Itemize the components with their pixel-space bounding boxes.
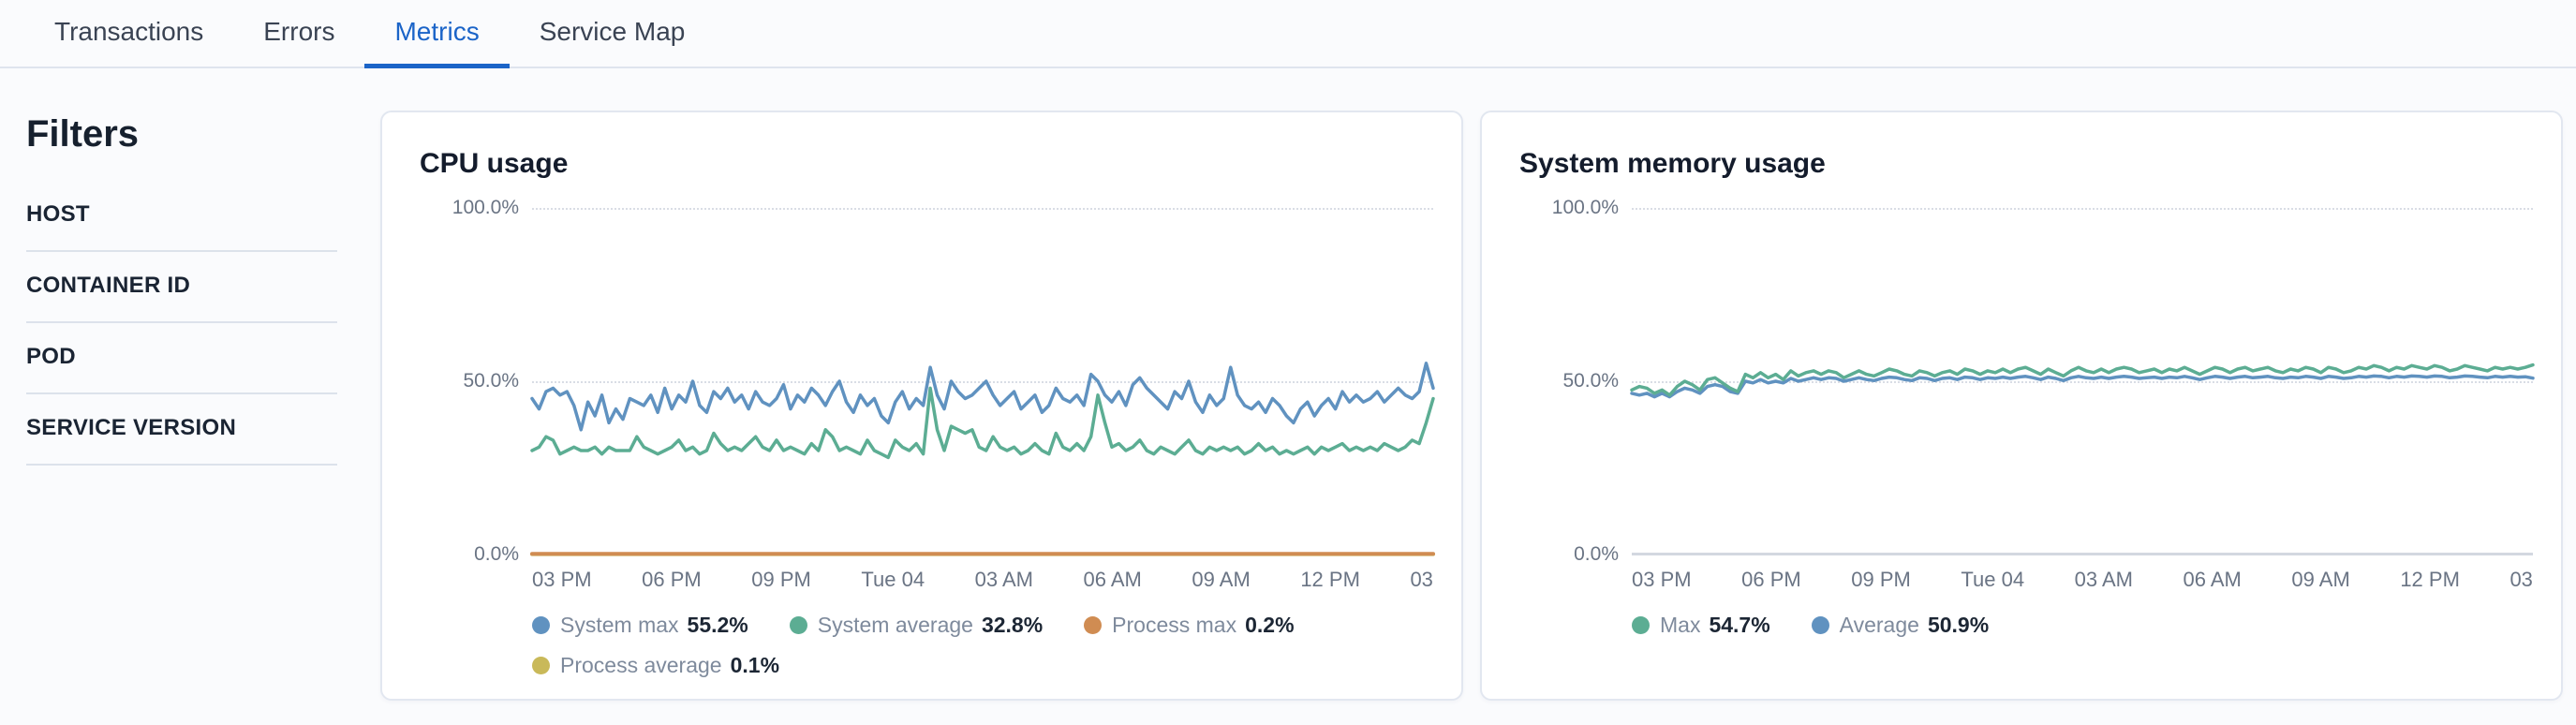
memory-y-axis: 100.0% 50.0% 0.0% [1519, 197, 1632, 565]
legend-label: System average [817, 613, 973, 637]
memory-xtick: 03 PM [1632, 568, 1692, 591]
cpu-ytick-50: 50.0% [463, 370, 519, 392]
memory-ytick-0: 0.0% [1574, 543, 1619, 565]
system-memory-usage-title: System memory usage [1519, 148, 1826, 179]
filter-label-host: HOST [26, 201, 90, 227]
filter-label-container-id: CONTAINER ID [26, 273, 191, 298]
legend-value: 54.7% [1709, 613, 1770, 637]
tab-service-map[interactable]: Service Map [539, 17, 686, 46]
legend-value: 0.1% [730, 653, 780, 677]
memory-xtick: Tue 04 [1961, 568, 2025, 591]
charts-area: CPU usage 100.0% 50.0% 0.0% 03 PM 06 PM … [337, 68, 2576, 723]
cpu-xtick: 12 PM [1300, 568, 1360, 591]
page-content: Filters HOST CONTAINER ID POD SERVICE VE… [0, 68, 2576, 723]
cpu-x-axis: 03 PM 06 PM 09 PM Tue 04 03 AM 06 AM 09 … [532, 555, 1433, 592]
cpu-xtick: 09 PM [751, 568, 811, 591]
legend-item-system-max[interactable]: System max 55.2% [532, 613, 748, 638]
tab-bar: Transactions Errors Metrics Service Map [0, 0, 2576, 68]
filter-label-pod: POD [26, 344, 76, 369]
legend-value: 32.8% [981, 613, 1044, 637]
process-average-dot-icon [532, 657, 550, 674]
legend-value: 0.2% [1245, 613, 1295, 637]
memory-plot-area[interactable] [1632, 208, 2533, 555]
memory-ytick-50: 50.0% [1562, 370, 1619, 392]
filter-label-service-version: SERVICE VERSION [26, 415, 237, 440]
average-dot-icon [1811, 616, 1829, 634]
system-average-dot-icon [789, 616, 807, 634]
cpu-y-axis: 100.0% 50.0% 0.0% [420, 197, 532, 565]
cpu-plot-area[interactable] [532, 208, 1433, 555]
legend-label: Process average [560, 653, 722, 677]
legend-item-max[interactable]: Max 54.7% [1632, 613, 1770, 638]
cpu-xtick: 03 AM [974, 568, 1033, 591]
memory-xtick: 06 AM [2183, 568, 2242, 591]
cpu-ytick-0: 0.0% [474, 543, 519, 565]
cpu-xtick: 06 AM [1083, 568, 1142, 591]
tab-transactions[interactable]: Transactions [54, 17, 204, 46]
filter-group-container-id: CONTAINER ID [26, 274, 337, 323]
system-memory-usage-card: System memory usage 100.0% 50.0% 0.0% 03… [1480, 111, 2563, 701]
legend-item-process-max[interactable]: Process max 0.2% [1084, 613, 1295, 638]
process-max-dot-icon [1084, 616, 1103, 634]
cpu-ytick-100: 100.0% [452, 197, 519, 218]
legend-item-process-average[interactable]: Process average 0.1% [532, 653, 779, 678]
tab-errors[interactable]: Errors [263, 17, 335, 46]
max-dot-icon [1632, 616, 1650, 634]
memory-xtick: 09 PM [1851, 568, 1911, 591]
legend-label: Average [1839, 613, 1919, 637]
legend-label: System max [560, 613, 679, 637]
memory-xtick: 09 AM [2291, 568, 2350, 591]
legend-item-average[interactable]: Average 50.9% [1811, 613, 1990, 638]
tab-metrics[interactable]: Metrics [364, 0, 510, 68]
cpu-xtick: 03 [1410, 568, 1433, 591]
legend-label: Process max [1112, 613, 1237, 637]
memory-legend: Max 54.7% Average 50.9% [1632, 613, 2533, 638]
cpu-series-lines [532, 208, 1433, 555]
system-max-dot-icon [532, 616, 550, 634]
filter-group-host: HOST [26, 203, 337, 252]
memory-xtick: 03 AM [2074, 568, 2133, 591]
legend-value: 50.9% [1927, 613, 1990, 637]
cpu-xtick: 09 AM [1192, 568, 1251, 591]
cpu-xtick: 06 PM [642, 568, 702, 591]
filters-sidebar: Filters HOST CONTAINER ID POD SERVICE VE… [0, 68, 337, 723]
memory-series-lines [1632, 208, 2533, 555]
memory-xtick: 06 PM [1741, 568, 1801, 591]
legend-item-system-average[interactable]: System average 32.8% [789, 613, 1044, 638]
cpu-xtick: Tue 04 [861, 568, 925, 591]
legend-value: 55.2% [687, 613, 748, 637]
legend-label: Max [1660, 613, 1701, 637]
memory-usage-chart: 100.0% 50.0% 0.0% [1519, 197, 2533, 565]
memory-ytick-100: 100.0% [1551, 197, 1619, 218]
cpu-xtick: 03 PM [532, 568, 592, 591]
cpu-usage-card: CPU usage 100.0% 50.0% 0.0% 03 PM 06 PM … [380, 111, 1463, 701]
filter-group-pod: POD [26, 346, 337, 394]
cpu-usage-chart: 100.0% 50.0% 0.0% [420, 197, 1433, 565]
filter-group-service-version: SERVICE VERSION [26, 417, 337, 466]
memory-xtick: 12 PM [2400, 568, 2460, 591]
cpu-usage-title: CPU usage [420, 148, 569, 179]
filters-title: Filters [26, 113, 140, 155]
memory-x-axis: 03 PM 06 PM 09 PM Tue 04 03 AM 06 AM 09 … [1632, 555, 2533, 592]
memory-xtick: 03 [2509, 568, 2533, 591]
cpu-legend: System max 55.2% System average 32.8% Pr… [532, 613, 1433, 678]
